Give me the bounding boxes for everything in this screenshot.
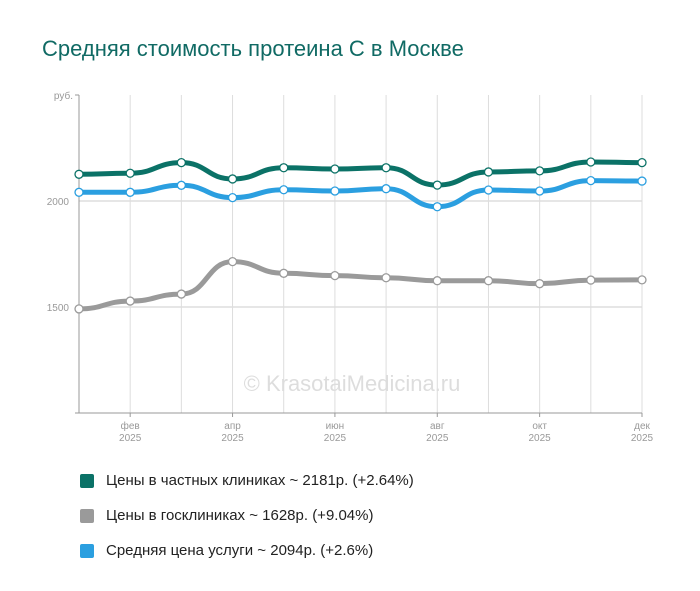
data-point [381,273,391,283]
data-point [125,296,135,306]
data-point [330,186,340,196]
data-point [637,157,647,168]
data-point [637,176,647,186]
data-point [227,192,238,203]
line-chart: 20001500руб.фев2025апр2025июн2025авг2025… [47,90,654,444]
data-point [432,202,442,212]
data-point [586,157,596,167]
data-point [125,187,135,197]
legend: Цены в частных клиниках ~ 2181р. (+2.64%… [80,463,414,568]
series-line [78,259,643,312]
data-point [432,276,442,286]
y-tick-label: 2000 [47,197,70,208]
data-point [586,175,596,186]
data-point [176,289,187,299]
x-tick-year: 2025 [119,433,142,444]
x-tick-year: 2025 [426,433,449,444]
legend-swatch [80,543,94,558]
series-line [78,159,643,188]
x-tick-month: апр [224,421,241,432]
data-point [227,174,238,184]
x-tick-year: 2025 [529,433,552,444]
legend-swatch [80,508,94,523]
data-point [381,184,391,194]
data-point [534,186,545,196]
x-tick-month: авг [430,421,445,432]
data-point [176,180,187,190]
x-tick-year: 2025 [631,433,654,444]
data-point [176,157,187,168]
data-point [483,276,494,286]
series-line [78,178,643,210]
data-point [637,275,647,285]
data-point [74,304,84,314]
data-point [483,167,494,177]
legend-item[interactable]: Цены в госклиниках ~ 1628р. (+9.04%) [80,498,414,533]
x-tick-month: окт [532,421,547,432]
data-point [534,279,545,289]
data-point [330,270,340,281]
data-point [279,163,289,173]
data-point [432,180,442,190]
data-point [125,168,135,178]
data-point [279,268,289,278]
x-tick-month: июн [326,421,345,432]
data-point [483,185,494,195]
data-point [74,187,84,197]
legend-label: Средняя цена услуги ~ 2094р. (+2.6%) [106,542,374,559]
data-point [227,256,238,267]
data-point [279,185,289,195]
x-tick-month: фев [121,420,140,432]
data-point [74,169,84,179]
legend-item[interactable]: Цены в частных клиниках ~ 2181р. (+2.64%… [80,463,414,498]
watermark: © KrasotaiMedicina.ru [244,371,461,396]
data-point [330,164,340,174]
legend-label: Цены в госклиниках ~ 1628р. (+9.04%) [106,507,374,524]
legend-label: Цены в частных клиниках ~ 2181р. (+2.64%… [106,472,414,489]
x-tick-month: дек [634,421,650,432]
data-point [586,275,596,285]
legend-item[interactable]: Средняя цена услуги ~ 2094р. (+2.6%) [80,533,414,568]
x-tick-year: 2025 [221,433,244,444]
x-tick-year: 2025 [324,433,347,444]
legend-swatch [80,473,94,488]
chart-title: Средняя стоимость протеина С в Москве [42,36,464,61]
y-tick-label: 1500 [47,303,70,314]
y-axis-label: руб. [54,90,73,102]
data-point [381,163,391,173]
data-point [534,166,545,176]
